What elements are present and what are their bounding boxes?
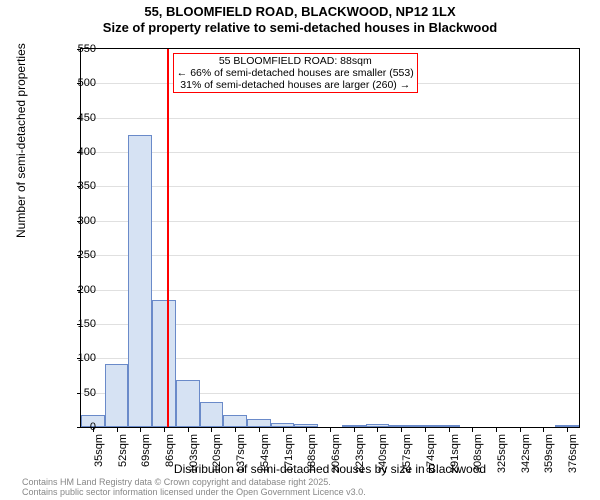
histogram-bar (366, 424, 390, 427)
x-tick-mark (188, 428, 189, 432)
gridline (81, 152, 579, 153)
histogram-bar (105, 364, 129, 427)
attribution-text: Contains HM Land Registry data © Crown c… (22, 478, 366, 498)
attribution-line-2: Contains public sector information licen… (22, 488, 366, 498)
x-tick-label: 257sqm (401, 434, 413, 494)
histogram-bar (200, 402, 224, 427)
y-tick-label: 0 (46, 421, 96, 433)
histogram-bar (437, 425, 461, 427)
x-tick-mark (567, 428, 568, 432)
annotation-box: 55 BLOOMFIELD ROAD: 88sqm← 66% of semi-d… (173, 53, 418, 93)
x-tick-mark (496, 428, 497, 432)
y-tick-label: 300 (46, 215, 96, 227)
x-tick-mark (520, 428, 521, 432)
x-tick-mark (259, 428, 260, 432)
gridline (81, 118, 579, 119)
gridline (81, 186, 579, 187)
y-tick-label: 550 (46, 43, 96, 55)
x-tick-label: 240sqm (377, 434, 389, 494)
histogram-bar (555, 425, 579, 427)
gridline (81, 255, 579, 256)
x-tick-mark (235, 428, 236, 432)
annotation-line: 31% of semi-detached houses are larger (… (177, 79, 414, 91)
x-tick-mark (283, 428, 284, 432)
x-tick-mark (354, 428, 355, 432)
x-tick-label: 342sqm (520, 434, 532, 494)
histogram-bar (294, 424, 318, 427)
x-tick-label: 291sqm (449, 434, 461, 494)
y-tick-label: 450 (46, 112, 96, 124)
annotation-line: 55 BLOOMFIELD ROAD: 88sqm (177, 55, 414, 67)
x-tick-mark (211, 428, 212, 432)
x-tick-mark (449, 428, 450, 432)
y-tick-label: 200 (46, 284, 96, 296)
x-tick-mark (117, 428, 118, 432)
y-tick-label: 100 (46, 352, 96, 364)
histogram-bar (176, 380, 200, 427)
histogram-bar (271, 423, 295, 427)
y-tick-label: 50 (46, 387, 96, 399)
gridline (81, 221, 579, 222)
x-tick-mark (93, 428, 94, 432)
x-tick-label: 376sqm (567, 434, 579, 494)
x-tick-mark (543, 428, 544, 432)
gridline (81, 290, 579, 291)
annotation-line: ← 66% of semi-detached houses are smalle… (177, 67, 414, 79)
plot-area: 55 BLOOMFIELD ROAD: 88sqm← 66% of semi-d… (80, 48, 580, 428)
x-tick-mark (306, 428, 307, 432)
y-axis-label: Number of semi-detached properties (14, 43, 28, 238)
x-tick-mark (401, 428, 402, 432)
x-tick-label: 325sqm (496, 434, 508, 494)
y-tick-label: 250 (46, 249, 96, 261)
x-tick-mark (164, 428, 165, 432)
chart-container: { "title": { "line1": "55, BLOOMFIELD RO… (0, 0, 600, 500)
chart-title: 55, BLOOMFIELD ROAD, BLACKWOOD, NP12 1LX… (0, 4, 600, 35)
histogram-bar (342, 425, 366, 427)
y-tick-label: 500 (46, 77, 96, 89)
x-tick-mark (330, 428, 331, 432)
subject-marker-line (167, 49, 169, 427)
x-tick-mark (377, 428, 378, 432)
x-tick-label: 308sqm (472, 434, 484, 494)
title-line-2: Size of property relative to semi-detach… (0, 20, 600, 35)
histogram-bar (128, 135, 152, 427)
x-tick-label: 359sqm (543, 434, 555, 494)
title-line-1: 55, BLOOMFIELD ROAD, BLACKWOOD, NP12 1LX (0, 4, 600, 19)
x-tick-mark (472, 428, 473, 432)
histogram-bar (413, 425, 437, 427)
y-tick-label: 150 (46, 318, 96, 330)
x-tick-mark (140, 428, 141, 432)
histogram-bar (152, 300, 176, 427)
y-tick-label: 400 (46, 146, 96, 158)
histogram-bar (223, 415, 247, 427)
histogram-bar (247, 419, 271, 427)
y-tick-label: 350 (46, 180, 96, 192)
histogram-bar (389, 425, 413, 427)
x-tick-label: 274sqm (425, 434, 437, 494)
x-tick-mark (425, 428, 426, 432)
